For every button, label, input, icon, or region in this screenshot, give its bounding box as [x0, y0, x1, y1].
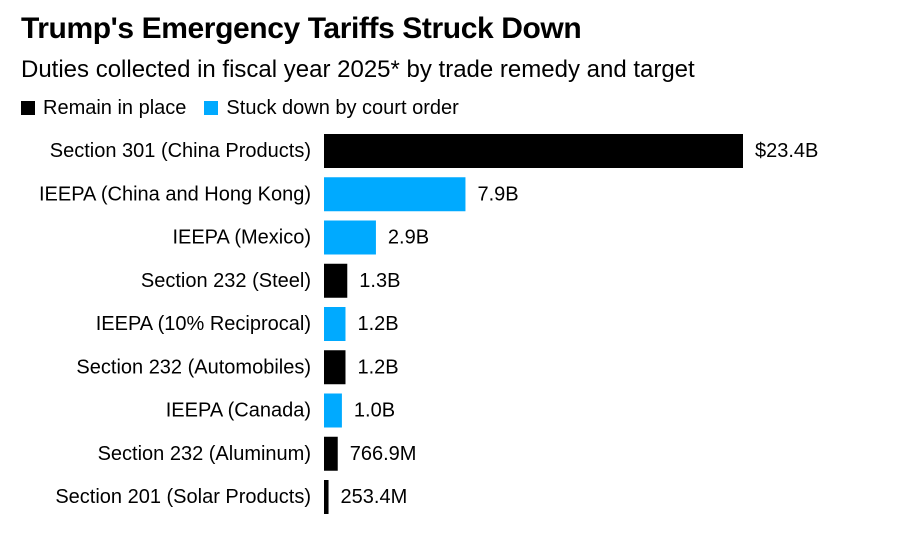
bar-6 — [324, 350, 346, 385]
category-label: IEEPA (China and Hong Kong) — [39, 183, 311, 205]
value-label: 1.3B — [359, 270, 400, 292]
bar-4 — [324, 263, 348, 298]
bar-9 — [324, 480, 329, 514]
legend-label-struck: Stuck down by court order — [226, 96, 459, 119]
category-label: Section 232 (Steel) — [141, 270, 311, 292]
bar-2 — [324, 177, 466, 212]
bar-7 — [324, 393, 342, 428]
category-label: IEEPA (Canada) — [166, 400, 311, 422]
legend-item-remain: Remain in place — [21, 97, 186, 120]
bar-1 — [324, 134, 743, 168]
value-label: 1.0B — [354, 400, 395, 422]
legend-label-remain: Remain in place — [43, 96, 187, 119]
category-label: Section 232 (Automobiles) — [76, 356, 311, 378]
value-label: $23.4B — [755, 140, 818, 162]
value-label: 7.9B — [477, 183, 518, 205]
bar-5 — [324, 307, 346, 341]
bar-8 — [324, 436, 338, 471]
value-label: 766.9M — [350, 443, 417, 465]
value-label: 1.2B — [357, 313, 398, 335]
category-label: IEEPA (Mexico) — [172, 227, 311, 249]
bar-3 — [324, 220, 376, 255]
legend-item-struck: Stuck down by court order — [204, 96, 459, 120]
category-label: IEEPA (10% Reciprocal) — [96, 313, 311, 335]
category-label: Section 232 (Aluminum) — [98, 443, 311, 465]
legend-swatch-remain — [21, 101, 35, 115]
legend-swatch-struck — [204, 101, 219, 115]
legend: Remain in place Stuck down by court orde… — [21, 96, 477, 120]
category-label: Section 201 (Solar Products) — [55, 486, 311, 508]
value-label: 1.2B — [357, 356, 398, 378]
chart-title: Trump's Emergency Tariffs Struck Down — [21, 12, 582, 45]
value-label: 253.4M — [341, 486, 408, 508]
chart-subtitle: Duties collected in fiscal year 2025* by… — [21, 56, 695, 83]
category-label: Section 301 (China Products) — [50, 140, 311, 162]
value-label: 2.9B — [388, 227, 429, 249]
